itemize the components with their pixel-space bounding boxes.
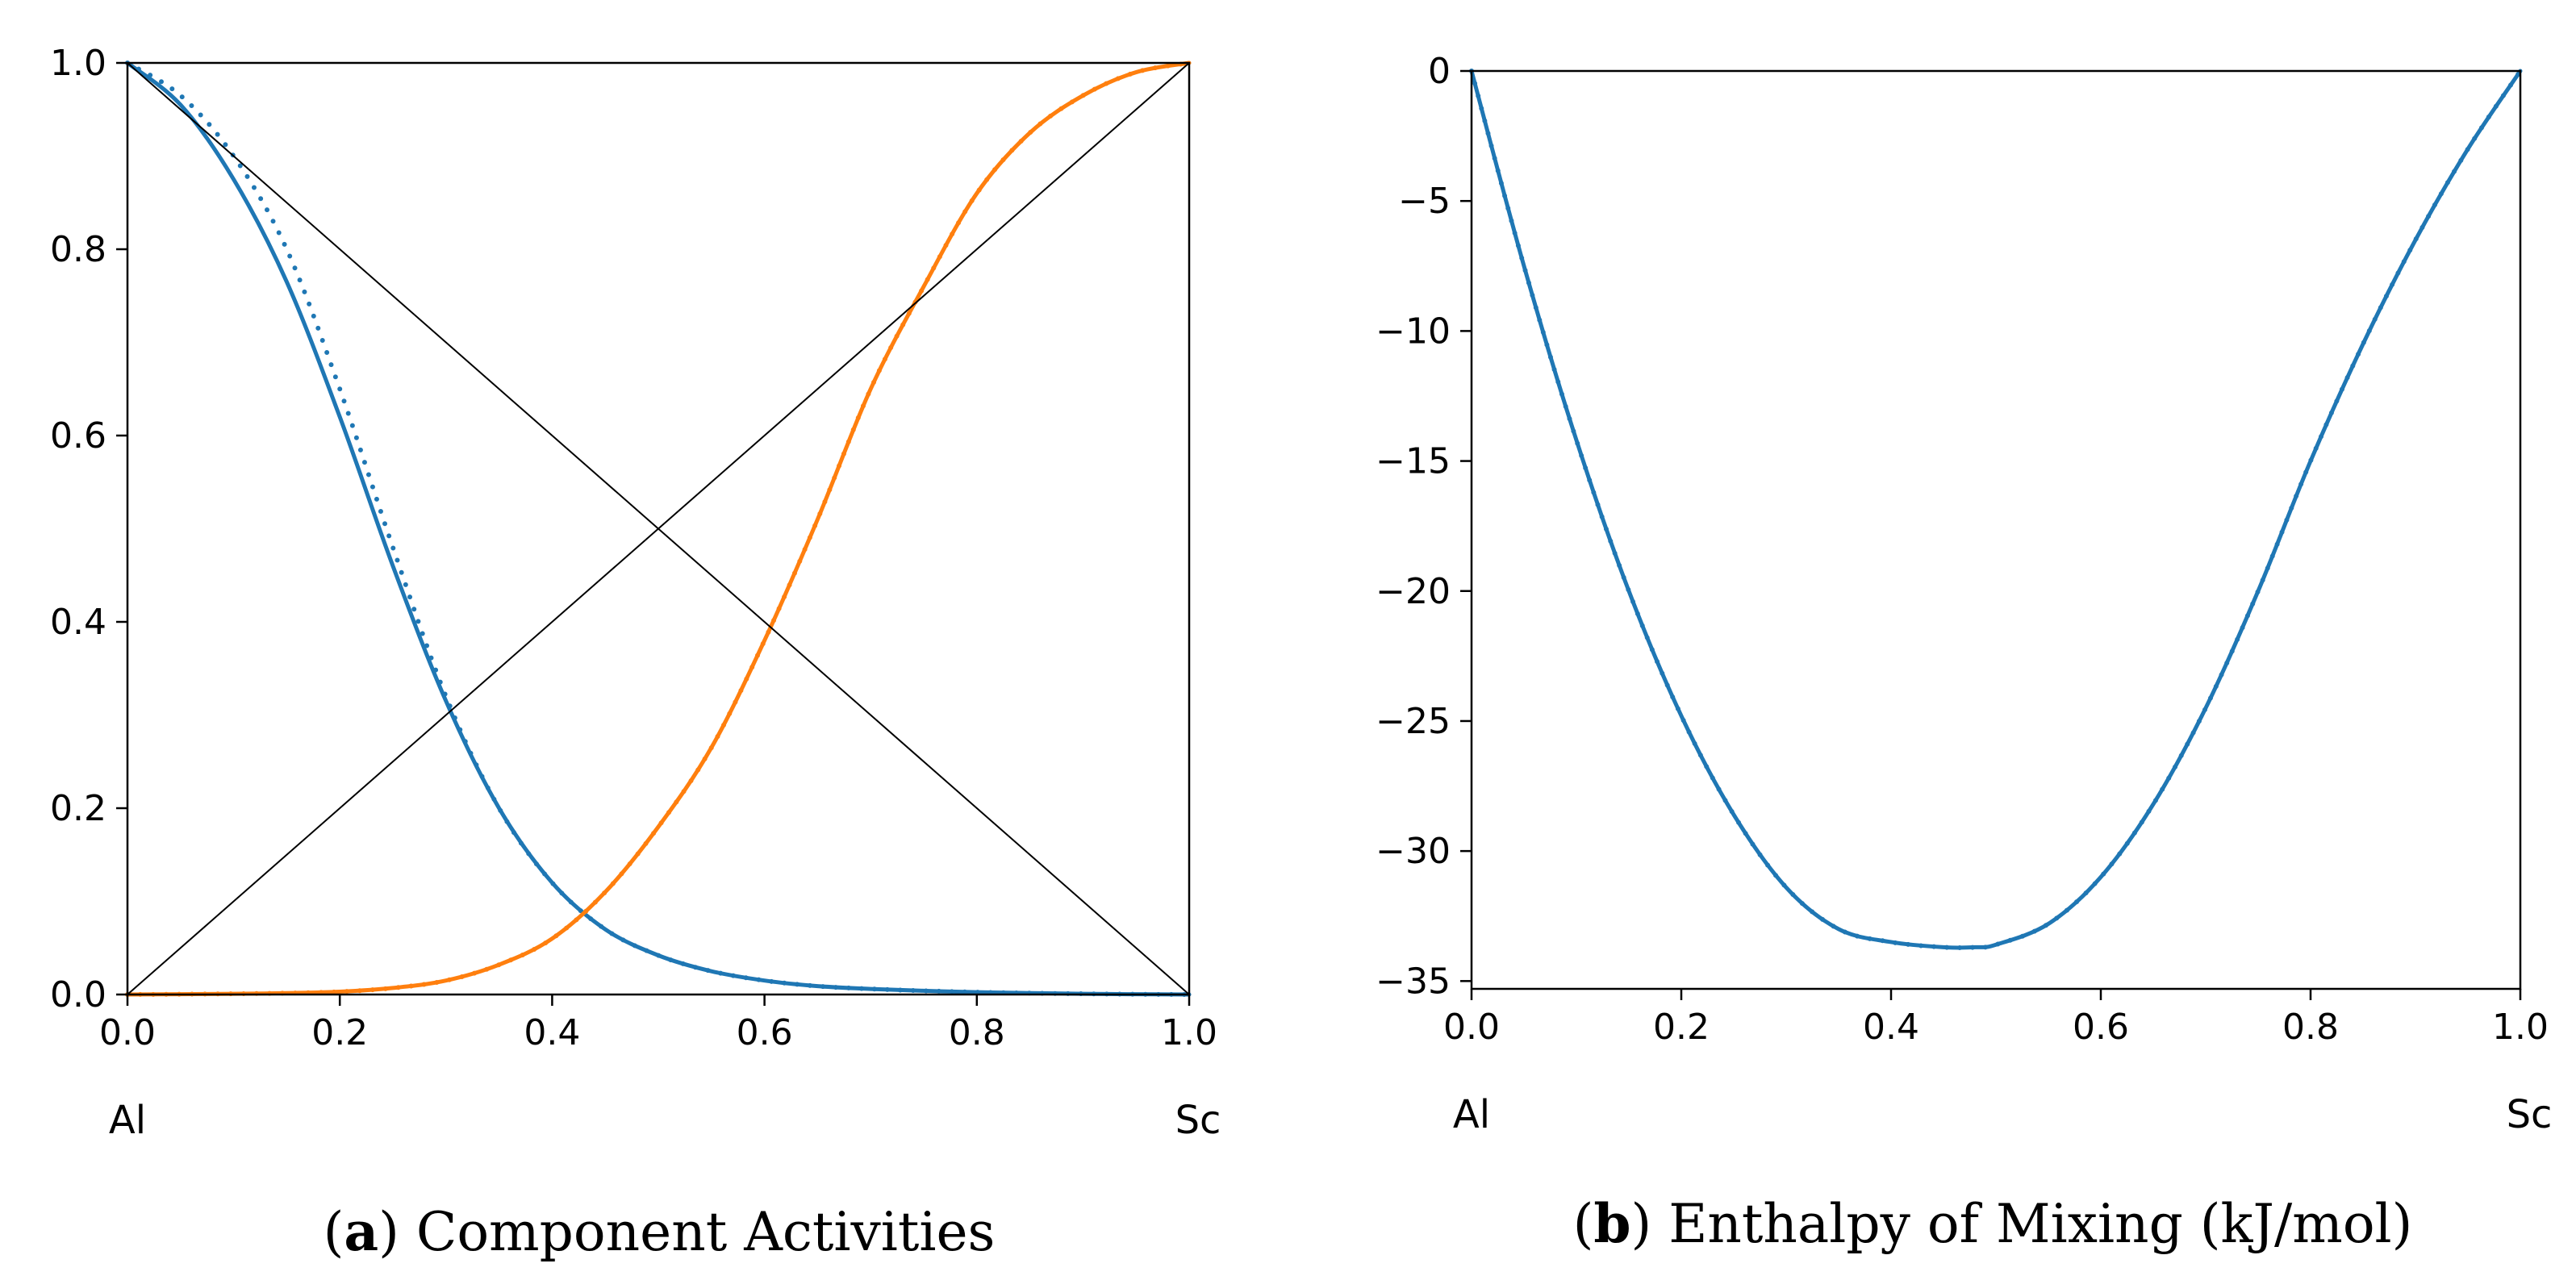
panel-b-ytick-label-25: −25 <box>1376 701 1451 742</box>
panel-a-series-a-al-dotted <box>125 60 1192 997</box>
panel-a-caption-letter: a <box>344 1200 378 1263</box>
panel-b-enthalpy-of-mixing: 0.0 0.2 0.4 0.6 0.8 1.00−5−10−15−20−25−30−35 … <box>1376 51 2552 1255</box>
panel-b-ytick-label-0: 0 <box>1428 51 1451 92</box>
panel-b-axes-frame <box>1470 69 2522 990</box>
panel-a-axes-frame <box>126 61 1191 996</box>
panel-a-ytick-label-0-0: 0.0 <box>50 974 106 1015</box>
panel-a-ytick-label-0-4: 0.4 <box>50 602 106 643</box>
panel-b-ytick-label-5: −5 <box>1398 181 1451 222</box>
panel-b-caption: (b) Enthalpy of Mixing (kJ/mol) <box>1573 1192 2413 1255</box>
panel-b-right-component: Sc <box>2507 1092 2553 1137</box>
panel-a-series-ideal-a-sc <box>127 62 1190 995</box>
panel-b-ytick-label-35: −35 <box>1376 961 1451 1002</box>
panel-a-xtick-label-0-0: 0.0 <box>99 1012 156 1053</box>
panel-a-series-a-sc-dotted <box>125 60 1192 997</box>
panel-a-left-component: Al <box>109 1098 146 1143</box>
panel-b-xtick-label-0-8: 0.8 <box>2282 1007 2339 1048</box>
panel-a-xtick-label-0-6: 0.6 <box>737 1012 793 1053</box>
panel-a-series-group <box>125 60 1192 997</box>
panel-a-component-activities: 0.0 0.2 0.4 0.6 0.8 1.00.00.20.40.60.81.0 Al … <box>50 43 1221 1263</box>
panel-b-series-enthalpy-dotted <box>1469 69 2523 951</box>
panel-b-xtick-label-0-2: 0.2 <box>1653 1007 1710 1048</box>
panel-b-xtick-label-0-0: 0.0 <box>1443 1007 1500 1048</box>
panel-b-xtick-label-0-4: 0.4 <box>1863 1007 1919 1048</box>
panel-a-ytick-label-0-8: 0.8 <box>50 229 106 270</box>
panel-a-ticks-group: 0.0 0.2 0.4 0.6 0.8 1.0 0.0 0.2 0.4 0.6 0.8 1.0 <box>50 43 1217 1053</box>
panel-b-series-enthalpy-calculated <box>1469 69 2523 950</box>
panel-a-ytick-label-0-2: 0.2 <box>50 788 106 829</box>
panel-b-ytick-label-10: −10 <box>1376 311 1451 352</box>
panel-b-left-component: Al <box>1453 1092 1490 1137</box>
panel-b-ytick-label-20: −20 <box>1376 571 1451 612</box>
panel-a-ytick-label-0-6: 0.6 <box>50 415 106 457</box>
panel-b-ytick-label-15: −15 <box>1376 441 1451 482</box>
panel-b-caption-letter: b <box>1593 1192 1630 1255</box>
panel-b-caption-paren: ( <box>1573 1193 1594 1255</box>
panel-b-series-group <box>1469 69 2523 951</box>
panel-a-xtick-label-0-4: 0.4 <box>524 1012 580 1053</box>
panel-a-caption-text: ) Component Activities <box>378 1201 995 1263</box>
panel-b-xtick-label-0-6: 0.6 <box>2073 1007 2129 1048</box>
panel-a-ytick-label-1-0: 1.0 <box>50 43 106 84</box>
panel-a-caption-paren: ( <box>324 1201 344 1263</box>
panel-b-ticks-group: 0.0 0.2 0.4 0.6 0.8 1.0 0 −5 −10 −15 −20 −25 −30 −35 <box>1376 51 2549 1048</box>
panel-a-xtick-label-0-2: 0.2 <box>311 1012 368 1053</box>
panel-a-xtick-label-1-0: 1.0 <box>1161 1012 1217 1053</box>
panel-b-xtick-label-1-0: 1.0 <box>2492 1007 2549 1048</box>
panel-a-caption: (a) Component Activities <box>324 1200 996 1263</box>
panel-b-caption-text: ) Enthalpy of Mixing (kJ/mol) <box>1630 1193 2412 1255</box>
panel-b-ytick-label-30: −30 <box>1376 831 1451 872</box>
panel-a-right-component: Sc <box>1175 1098 1221 1143</box>
panel-a-xtick-label-0-8: 0.8 <box>949 1012 1005 1053</box>
